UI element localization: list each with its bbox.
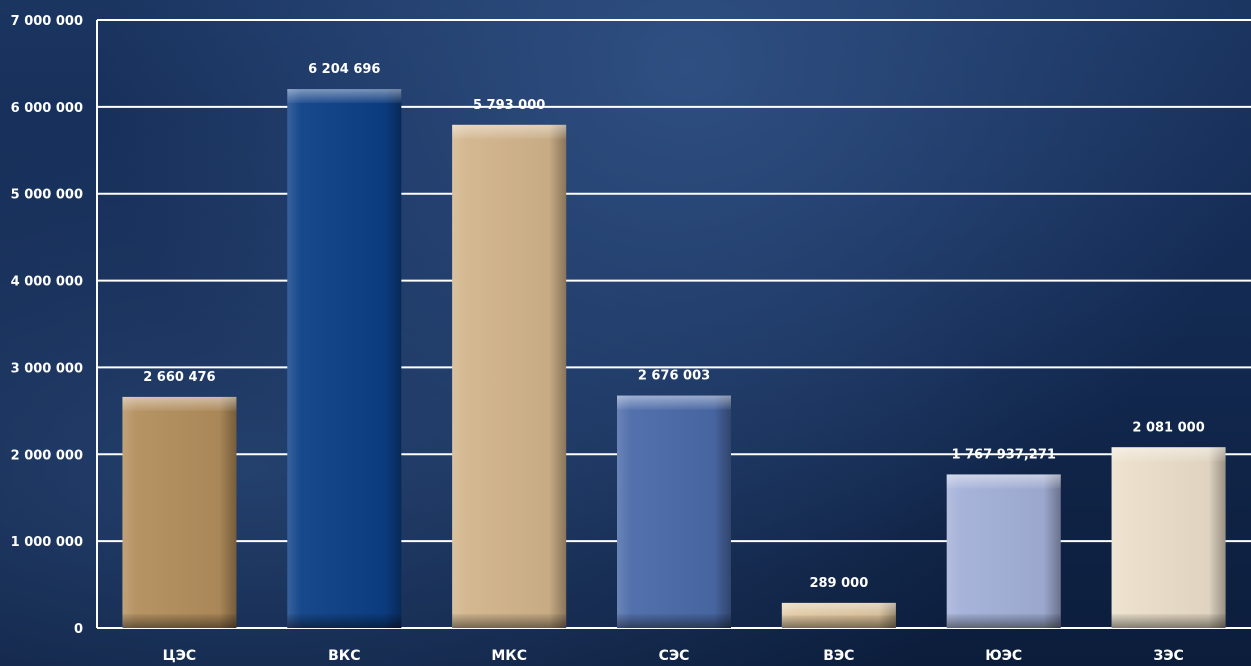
y-tick-label: 4 000 000 (11, 275, 83, 290)
bar-shading (452, 124, 567, 628)
labels: 2 660 476 ЦЭС 6 204 696 ВКС 5 793 000 МКС 2 67… (143, 62, 1205, 664)
bar-bottom-bevel (287, 614, 402, 628)
bar-group (617, 395, 731, 628)
bar-shading (1111, 447, 1226, 628)
y-tick-label: 3 000 000 (11, 361, 83, 376)
y-tick-label: 2 000 000 (11, 448, 83, 463)
y-tick-label: 7 000 000 (11, 14, 83, 29)
y-tick-label: 5 000 000 (11, 188, 83, 203)
bar-top-bevel (617, 395, 731, 410)
bar-shading (122, 396, 237, 628)
bar-shading (617, 395, 731, 628)
bar-group (946, 474, 1061, 628)
bar-group (452, 124, 567, 628)
data-label: 1 767 937,271 (951, 447, 1055, 462)
x-category-label: СЭС (659, 648, 690, 664)
y-tick-label: 6 000 000 (11, 101, 83, 116)
bar-group (781, 602, 896, 628)
data-label: 2 676 003 (638, 369, 710, 384)
bar-bottom-bevel (781, 615, 896, 628)
x-category-label: ВЭС (823, 648, 854, 664)
bar-bottom-bevel (1111, 614, 1226, 628)
bar-top-bevel (1111, 447, 1226, 462)
data-label: 2 081 000 (1132, 420, 1204, 435)
bar-top-bevel (946, 474, 1061, 489)
data-label: 5 793 000 (473, 98, 545, 113)
bar-shading (287, 89, 402, 629)
data-label: 6 204 696 (308, 62, 380, 77)
bar-bottom-bevel (617, 614, 731, 628)
x-category-label: ЮЭС (985, 648, 1022, 664)
data-label: 2 660 476 (143, 370, 215, 385)
y-tick-label: 1 000 000 (11, 535, 83, 550)
x-category-label: МКС (491, 648, 527, 664)
x-category-label: ЗЭС (1153, 648, 1184, 664)
y-tick-label: 0 (74, 622, 83, 637)
bar-group (1111, 447, 1226, 628)
bar-group (287, 89, 402, 629)
bar-bottom-bevel (452, 614, 567, 628)
bar-bottom-bevel (946, 614, 1061, 628)
bar-top-bevel (122, 396, 237, 411)
bar-top-bevel (781, 602, 896, 616)
bars (122, 89, 1226, 629)
bar-bottom-bevel (122, 614, 237, 628)
x-category-label: ЦЭС (163, 648, 197, 664)
x-category-label: ВКС (328, 648, 360, 664)
bar-top-bevel (452, 124, 567, 139)
bar-shading (946, 474, 1061, 628)
data-label: 289 000 (809, 576, 868, 591)
bar-top-bevel (287, 89, 402, 104)
bar-group (122, 396, 237, 628)
